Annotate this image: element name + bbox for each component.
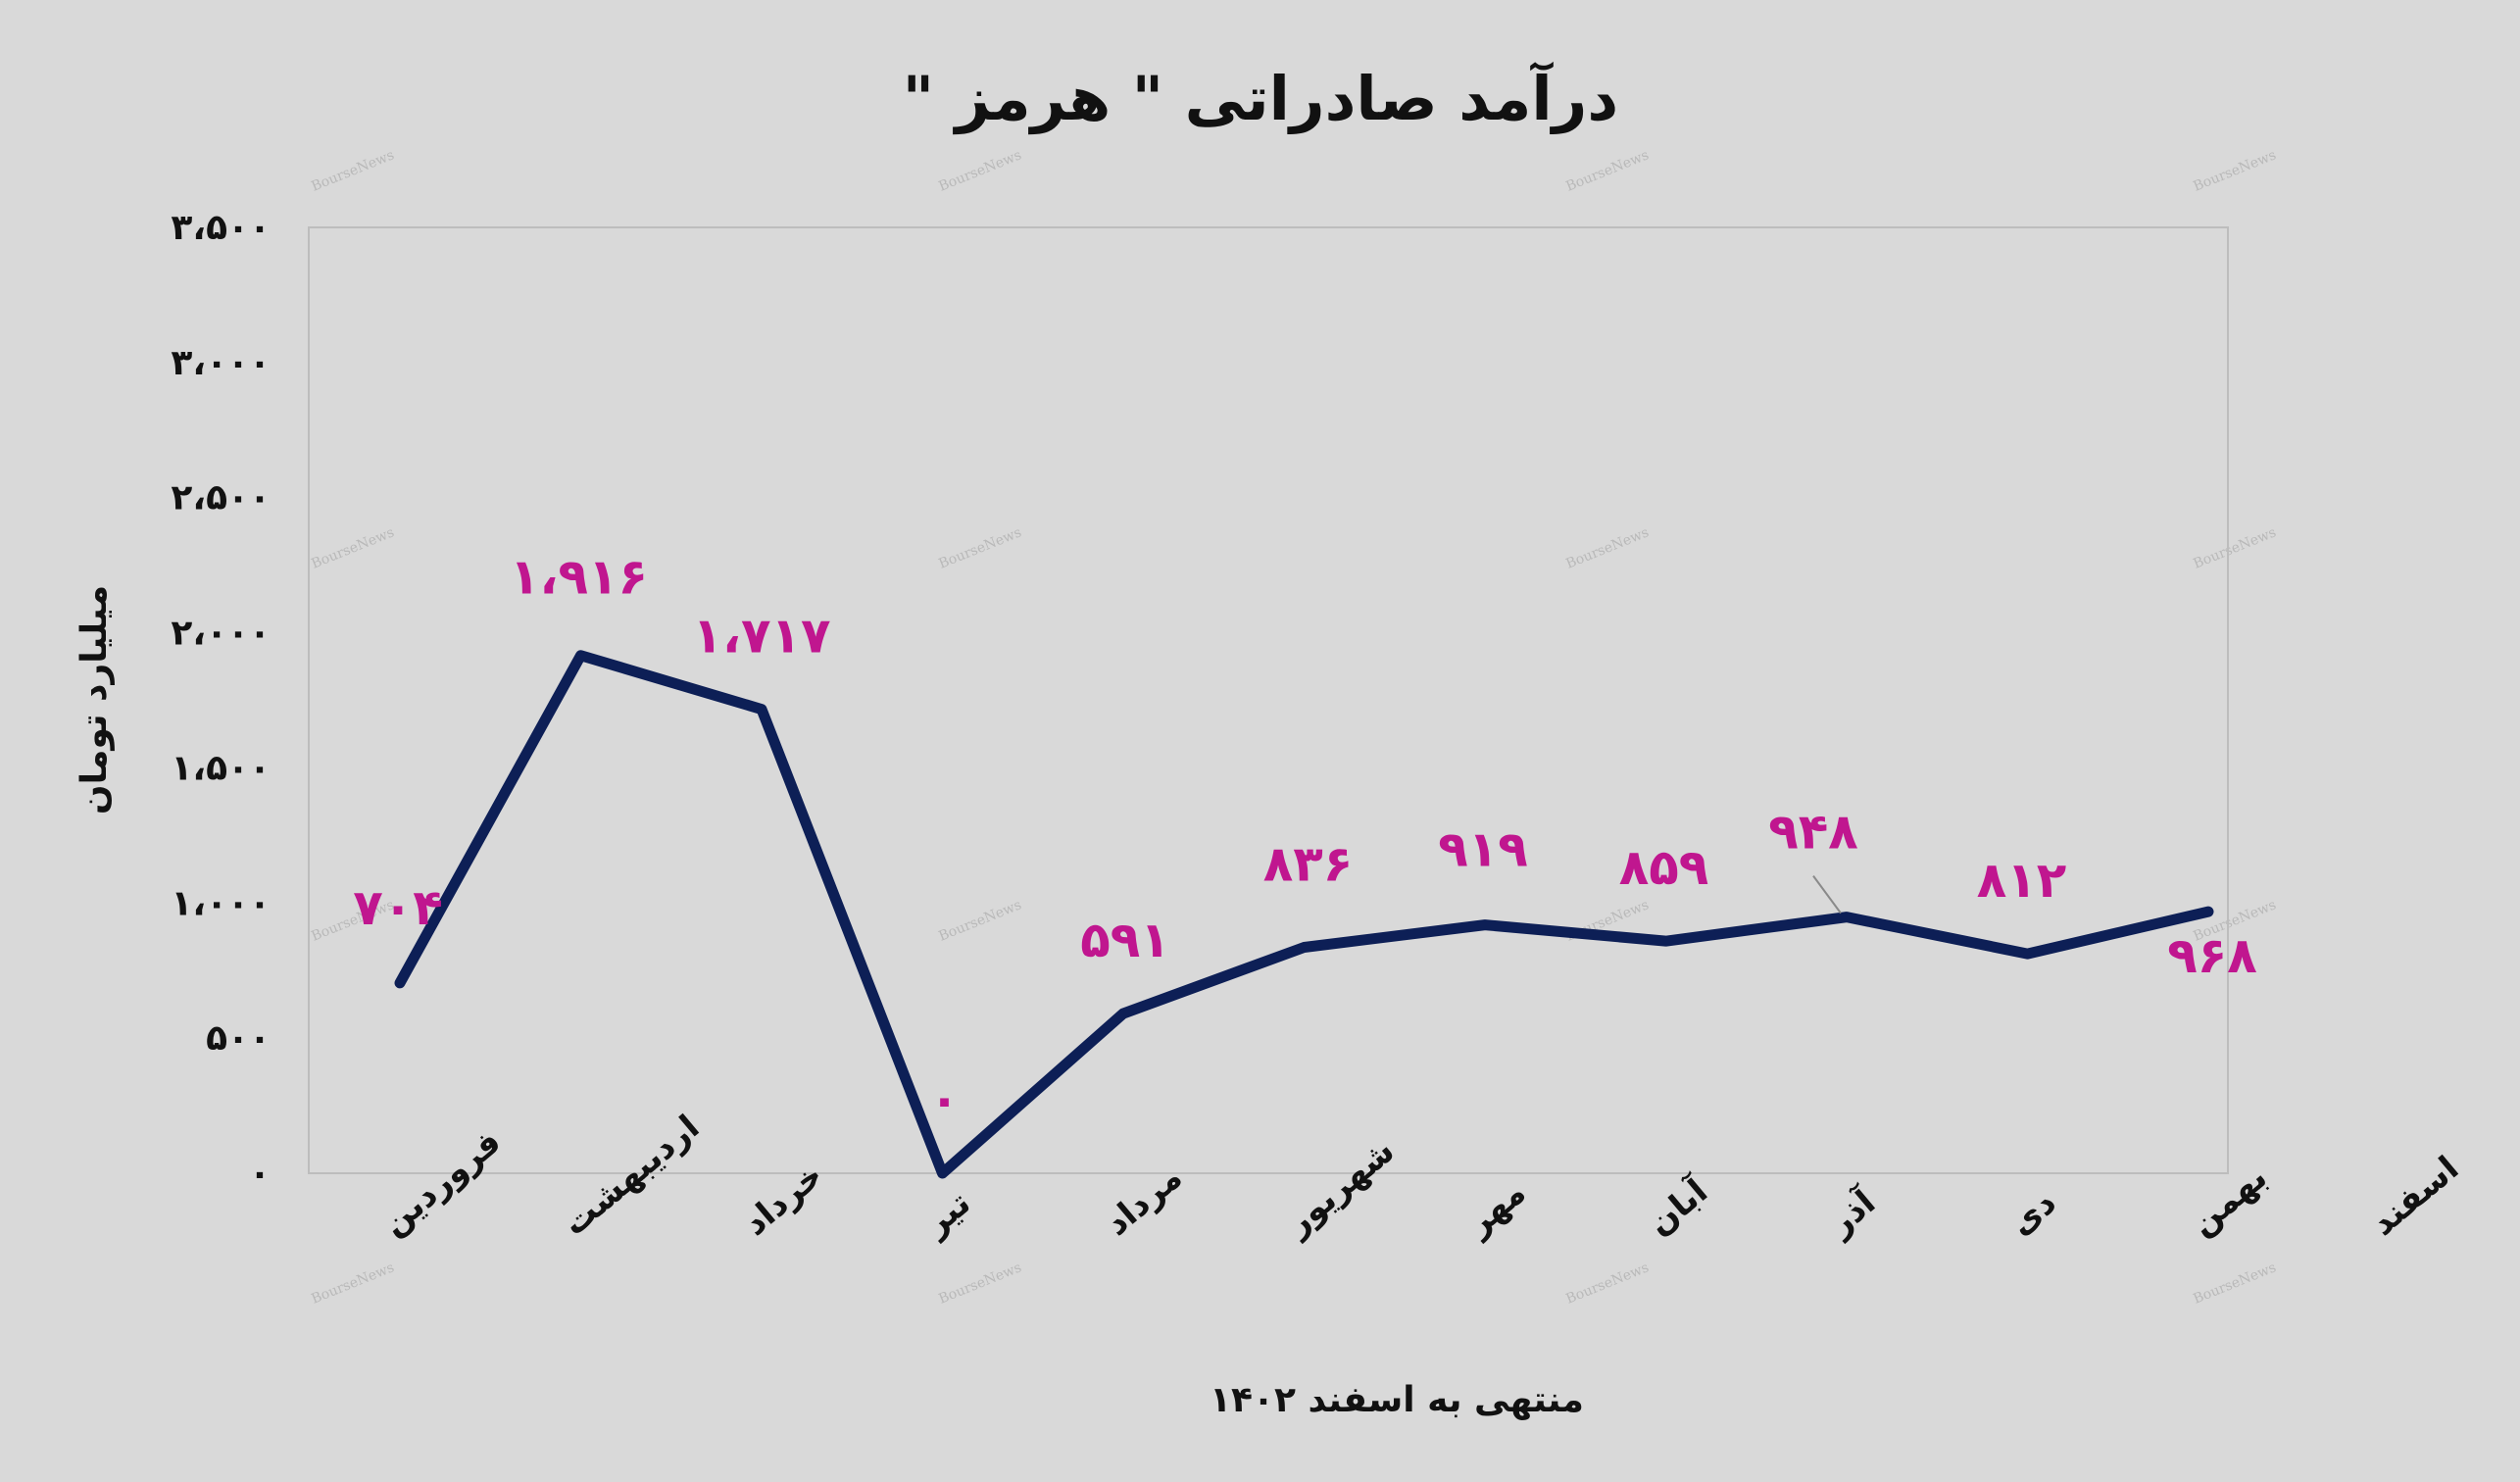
y-tick-label: ۱،۵۰۰	[171, 748, 271, 788]
data-label: ۸۵۹	[1619, 839, 1709, 896]
x-axis-label: منتهی به اسفند ۱۴۰۲	[1210, 1380, 1584, 1420]
y-tick-label: ۵۰۰	[206, 1018, 271, 1059]
data-label: ۹۱۹	[1438, 821, 1528, 878]
y-tick-label: ۰	[249, 1154, 271, 1194]
data-label: ۹۴۸	[1768, 804, 1858, 861]
y-axis-ticks: ۰ ۵۰۰ ۱،۰۰۰ ۱،۵۰۰ ۲،۰۰۰ ۲،۵۰۰ ۳،۰۰۰ ۳،۵۰۰	[171, 208, 271, 1194]
data-label: ۰	[929, 1071, 960, 1128]
y-tick-label: ۲،۵۰۰	[171, 478, 271, 519]
data-label: ۱،۹۱۶	[510, 549, 648, 606]
y-tick-label: ۳،۵۰۰	[171, 208, 271, 248]
data-label-leader-line	[1812, 875, 1842, 914]
data-label: ۹۶۸	[2167, 927, 2257, 984]
y-axis-label: میلیارد تومان	[74, 585, 115, 815]
data-label: ۸۳۶	[1263, 836, 1354, 893]
y-tick-label: ۲،۰۰۰	[171, 614, 271, 654]
series-line	[394, 650, 2214, 1179]
y-tick-label: ۳،۰۰۰	[171, 343, 271, 383]
data-label: ۸۱۲	[1977, 852, 2067, 909]
plot-area-frame	[308, 226, 2229, 1174]
data-label: ۱،۷۱۷	[692, 608, 830, 665]
chart-title: درآمد صادراتی " هرمز "	[903, 61, 1618, 134]
data-label: ۵۹۱	[1080, 912, 1170, 968]
data-label: ۷۰۴	[353, 879, 443, 936]
y-tick-label: ۱،۰۰۰	[171, 883, 271, 923]
data-labels: ۷۰۴ ۱،۹۱۶ ۱،۷۱۷ ۰ ۵۹۱ ۸۳۶ ۹۱۹ ۸۵۹ ۹۴۸ ۸۱۲ ۹۶۸	[353, 549, 2257, 1128]
series-line-group	[394, 650, 2214, 1179]
